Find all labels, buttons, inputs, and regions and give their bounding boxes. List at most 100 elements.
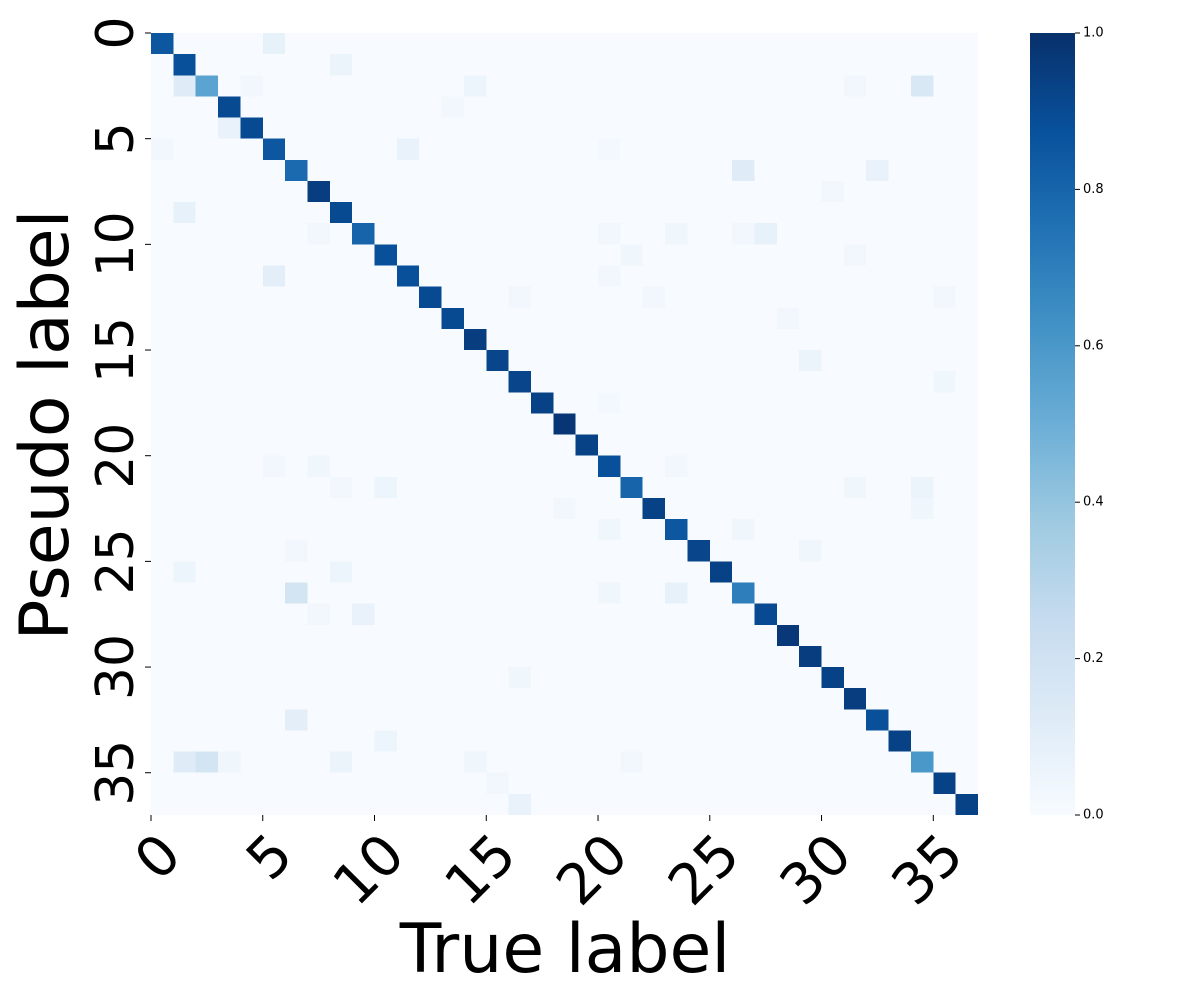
heatmap-cell bbox=[396, 455, 420, 477]
heatmap-cell bbox=[799, 307, 822, 329]
heatmap-cell bbox=[396, 96, 420, 118]
heatmap-cell bbox=[776, 350, 800, 372]
heatmap-cell bbox=[441, 582, 464, 604]
heatmap-cell bbox=[218, 392, 241, 414]
heatmap-cell bbox=[575, 117, 599, 139]
heatmap-cell bbox=[173, 772, 196, 794]
heatmap-cell bbox=[888, 793, 911, 815]
heatmap-cell bbox=[530, 667, 554, 689]
heatmap-cell bbox=[530, 561, 554, 583]
heatmap-cell bbox=[530, 138, 554, 160]
heatmap-cell bbox=[508, 667, 531, 689]
heatmap-cell bbox=[508, 455, 531, 477]
heatmap-cell bbox=[329, 202, 353, 224]
heatmap-cell bbox=[419, 223, 442, 245]
heatmap-cell bbox=[776, 455, 800, 477]
heatmap-cell bbox=[463, 202, 487, 224]
heatmap-cell bbox=[195, 434, 219, 456]
heatmap-cell bbox=[240, 33, 263, 55]
heatmap-cell bbox=[486, 159, 509, 181]
heatmap-cell bbox=[463, 476, 487, 498]
heatmap-cell bbox=[955, 667, 978, 689]
heatmap-cell bbox=[508, 603, 531, 625]
heatmap-cell bbox=[173, 244, 196, 266]
heatmap-cell bbox=[508, 476, 531, 498]
heatmap-cell bbox=[195, 307, 219, 329]
heatmap-cell bbox=[754, 265, 777, 287]
colorbar-tick-label: 0.8 bbox=[1083, 182, 1104, 197]
heatmap-cell bbox=[195, 328, 219, 351]
heatmap-cell bbox=[530, 202, 554, 224]
heatmap-cell bbox=[285, 793, 308, 815]
heatmap-cell bbox=[463, 117, 487, 139]
heatmap-cell bbox=[352, 180, 375, 203]
heatmap-cell bbox=[508, 350, 531, 372]
heatmap-cell bbox=[687, 667, 710, 689]
heatmap-cell bbox=[374, 117, 397, 139]
heatmap-cell bbox=[598, 307, 621, 329]
heatmap-cell bbox=[799, 561, 822, 583]
heatmap-cell bbox=[575, 540, 599, 562]
heatmap-cell bbox=[799, 624, 822, 646]
heatmap-cell bbox=[687, 624, 710, 646]
heatmap-cell bbox=[665, 645, 688, 668]
heatmap-cell bbox=[486, 328, 509, 351]
y-tick-label: 0 bbox=[86, 16, 146, 49]
heatmap-cell bbox=[195, 603, 219, 625]
heatmap-cell bbox=[933, 350, 956, 372]
heatmap-cell bbox=[553, 33, 576, 55]
heatmap-cell bbox=[151, 265, 174, 287]
heatmap-cell bbox=[352, 413, 375, 435]
heatmap-cell bbox=[687, 392, 710, 414]
heatmap-cell bbox=[910, 772, 934, 794]
y-tick-label: 10 bbox=[86, 211, 146, 277]
heatmap-cell bbox=[799, 265, 822, 287]
heatmap-cell bbox=[620, 730, 643, 752]
heatmap-cell bbox=[508, 751, 531, 773]
heatmap-cell bbox=[352, 265, 375, 287]
heatmap-cell bbox=[575, 645, 599, 668]
heatmap-cell bbox=[709, 645, 733, 668]
heatmap-cell bbox=[553, 519, 576, 541]
heatmap-cell bbox=[285, 350, 308, 372]
heatmap-cell bbox=[910, 180, 934, 203]
heatmap-cell bbox=[396, 33, 420, 55]
heatmap-cell bbox=[329, 645, 353, 668]
heatmap-cell bbox=[240, 202, 263, 224]
heatmap-cell bbox=[419, 202, 442, 224]
heatmap-cell bbox=[240, 138, 263, 160]
heatmap-cell bbox=[218, 328, 241, 351]
heatmap-cell bbox=[508, 540, 531, 562]
heatmap-cell bbox=[307, 350, 330, 372]
heatmap-cell bbox=[508, 328, 531, 351]
heatmap-cell bbox=[642, 476, 666, 498]
heatmap-cell bbox=[374, 497, 397, 520]
heatmap-cell bbox=[642, 244, 666, 266]
heatmap-cell bbox=[598, 33, 621, 55]
heatmap-cell bbox=[463, 667, 487, 689]
heatmap-cell bbox=[821, 645, 844, 668]
heatmap-cell bbox=[218, 709, 241, 731]
heatmap-cell bbox=[508, 96, 531, 118]
heatmap-cell bbox=[821, 180, 844, 203]
heatmap-cell bbox=[754, 392, 777, 414]
heatmap-cell bbox=[776, 265, 800, 287]
heatmap-cell bbox=[665, 96, 688, 118]
heatmap-cell bbox=[486, 138, 509, 160]
heatmap-cell bbox=[173, 561, 196, 583]
heatmap-cell bbox=[642, 33, 666, 55]
heatmap-cell bbox=[240, 497, 263, 520]
heatmap-cell bbox=[776, 223, 800, 245]
heatmap-cell bbox=[508, 180, 531, 203]
heatmap-cell bbox=[173, 159, 196, 181]
heatmap-cell bbox=[933, 413, 956, 435]
heatmap-cell bbox=[419, 751, 442, 773]
heatmap-cell bbox=[933, 328, 956, 351]
heatmap-cell bbox=[575, 371, 599, 393]
heatmap-cell bbox=[776, 75, 800, 97]
heatmap-cell bbox=[888, 96, 911, 118]
heatmap-cell bbox=[776, 497, 800, 520]
heatmap-cell bbox=[530, 180, 554, 203]
heatmap-cell bbox=[620, 793, 643, 815]
